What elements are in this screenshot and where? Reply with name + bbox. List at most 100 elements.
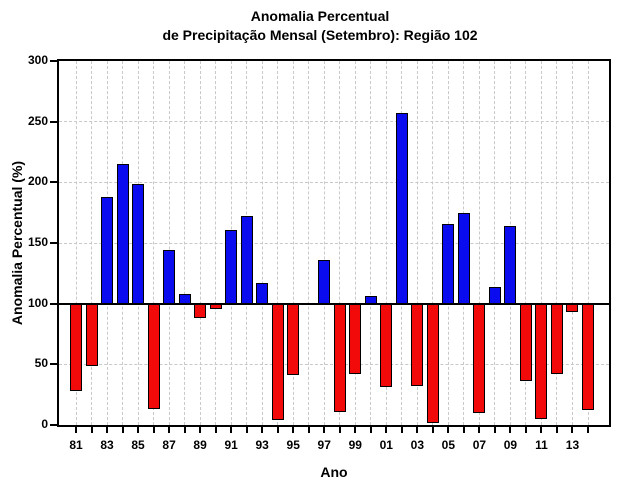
bar-year-02	[395, 113, 408, 304]
x-axis-tick-label: 95	[286, 438, 300, 452]
x-axis-tick-label: 85	[131, 438, 145, 452]
bar-year-81	[70, 303, 82, 392]
vertical-gridline	[308, 61, 310, 425]
x-axis-tick	[168, 427, 171, 433]
vertical-gridline	[556, 61, 558, 425]
y-axis-tick	[50, 424, 57, 426]
bar-year-10	[519, 303, 532, 382]
vertical-gridline	[571, 61, 573, 425]
x-axis-tick	[447, 427, 450, 433]
vertical-gridline	[292, 61, 294, 425]
x-axis-tick	[509, 427, 512, 433]
vertical-gridline	[215, 61, 217, 425]
x-axis-tick	[199, 427, 202, 433]
x-axis-tick	[431, 427, 434, 433]
vertical-gridline	[277, 61, 279, 425]
x-axis-tick-label: 05	[441, 438, 456, 452]
bar-year-14	[582, 303, 594, 411]
vertical-gridline	[416, 61, 418, 425]
vertical-gridline	[587, 61, 589, 425]
bar-year-87	[163, 250, 176, 304]
x-axis-tick	[416, 427, 419, 433]
x-axis-tick	[369, 427, 372, 433]
y-axis-tick-label: 100	[27, 295, 48, 310]
bar-year-12	[550, 303, 563, 375]
x-axis-tick	[230, 427, 233, 433]
x-axis-tick	[587, 427, 589, 433]
bar-year-88	[178, 293, 191, 304]
bar-year-99	[349, 303, 362, 375]
horizontal-gridline	[59, 121, 609, 123]
x-axis-tick	[106, 427, 109, 433]
bar-year-84	[116, 164, 129, 304]
x-axis-tick-label: 09	[503, 438, 518, 452]
vertical-gridline	[168, 61, 170, 425]
x-axis-tick	[338, 427, 341, 433]
bar-year-89	[194, 303, 207, 319]
y-axis-tick	[50, 302, 57, 305]
vertical-gridline	[261, 61, 263, 425]
horizontal-gridline	[59, 181, 609, 183]
vertical-gridline	[370, 61, 372, 425]
x-axis-tick-label: 91	[224, 438, 238, 452]
x-axis-tick	[245, 427, 248, 433]
x-axis-tick	[493, 427, 496, 433]
y-axis-tick	[50, 60, 57, 62]
x-axis-tick	[354, 427, 357, 433]
chart-title-line1: Anomalia Percentual	[250, 8, 390, 24]
bar-year-95	[287, 303, 300, 376]
bar-year-94	[271, 303, 284, 421]
bar-year-83	[101, 196, 114, 304]
y-axis-tick	[50, 120, 57, 123]
x-axis-tick	[400, 427, 403, 433]
x-axis-tick-label: 87	[162, 438, 176, 452]
y-axis-tick-label: 150	[27, 235, 48, 249]
vertical-gridline	[540, 61, 542, 425]
x-axis-tick	[152, 427, 155, 433]
y-axis-tick-label: 0	[41, 417, 48, 431]
x-axis-tick	[75, 427, 77, 433]
y-axis-tick-label: 300	[27, 53, 48, 67]
bar-year-09	[504, 226, 517, 304]
bar-year-13	[566, 303, 579, 313]
plot-area	[57, 59, 611, 427]
bar-year-01	[380, 303, 393, 388]
x-axis-tick	[571, 427, 574, 433]
vertical-gridline	[339, 61, 341, 425]
bar-year-06	[457, 212, 470, 304]
x-axis-tick	[462, 427, 465, 433]
x-axis-tick-label: 07	[472, 438, 487, 452]
x-axis-tick	[323, 427, 326, 433]
x-axis-tick	[478, 427, 481, 433]
x-axis-tick	[524, 427, 527, 433]
bar-year-90	[209, 303, 222, 309]
vertical-gridline	[199, 61, 201, 425]
vertical-gridline	[75, 61, 77, 425]
bar-year-86	[147, 303, 160, 410]
x-axis-tick-label: 97	[317, 438, 331, 452]
bar-year-96	[302, 302, 315, 305]
x-axis-tick-label: 11	[535, 438, 548, 452]
x-axis-tick-label: 83	[100, 438, 114, 452]
x-axis-tick	[292, 427, 295, 433]
bar-year-08	[488, 286, 501, 304]
x-axis-tick	[276, 427, 279, 433]
x-axis-tick	[307, 427, 310, 433]
bar-year-00	[364, 296, 377, 304]
chart-title-line2: de Precipitação Mensal (Setembro): Regiã…	[162, 27, 478, 43]
vertical-gridline	[494, 61, 496, 425]
y-axis-tick-label: 250	[27, 113, 48, 128]
x-axis-tick-label: 89	[193, 438, 207, 452]
y-axis-tick	[50, 242, 57, 244]
x-axis-tick-label: 03	[410, 438, 424, 452]
vertical-gridline	[91, 61, 92, 425]
bar-year-07	[473, 303, 486, 413]
vertical-gridline	[354, 61, 356, 425]
y-axis-tick	[50, 363, 57, 366]
vertical-gridline	[432, 61, 434, 425]
x-axis-tick	[214, 427, 217, 433]
bar-year-11	[535, 303, 548, 419]
x-axis-tick-label: 81	[69, 438, 83, 452]
bar-year-05	[442, 223, 455, 304]
x-axis-tick	[540, 427, 543, 433]
